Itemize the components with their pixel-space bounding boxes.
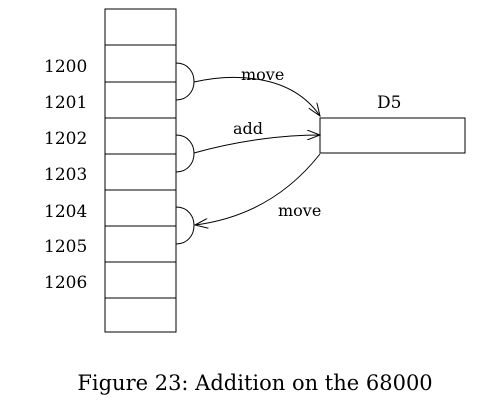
add-label: add <box>233 119 263 138</box>
move-label-bottom: move <box>278 201 321 220</box>
word-bracket-1200 <box>175 62 195 101</box>
memory-column-outline <box>104 8 177 333</box>
word-bracket-1204 <box>175 206 195 245</box>
add-arrow-to-register <box>193 135 320 154</box>
move-arrow-to-memory <box>195 153 321 225</box>
move-arrow-to-register <box>193 76 320 116</box>
address-label-1200: 1200 <box>44 57 87 77</box>
address-label-1205: 1205 <box>44 237 87 257</box>
address-label-1204: 1204 <box>44 202 87 222</box>
memory-column <box>104 8 177 333</box>
register-d5-label: D5 <box>377 93 401 113</box>
address-label-1203: 1203 <box>44 165 87 185</box>
move-label-top: move <box>241 65 284 84</box>
address-label-1202: 1202 <box>44 129 87 149</box>
word-bracket-1202 <box>175 134 195 173</box>
figure-caption: Figure 23: Addition on the 68000 <box>77 371 432 395</box>
address-label-1201: 1201 <box>44 93 87 113</box>
register-d5-box <box>319 117 466 154</box>
address-label-1206: 1206 <box>44 273 87 293</box>
